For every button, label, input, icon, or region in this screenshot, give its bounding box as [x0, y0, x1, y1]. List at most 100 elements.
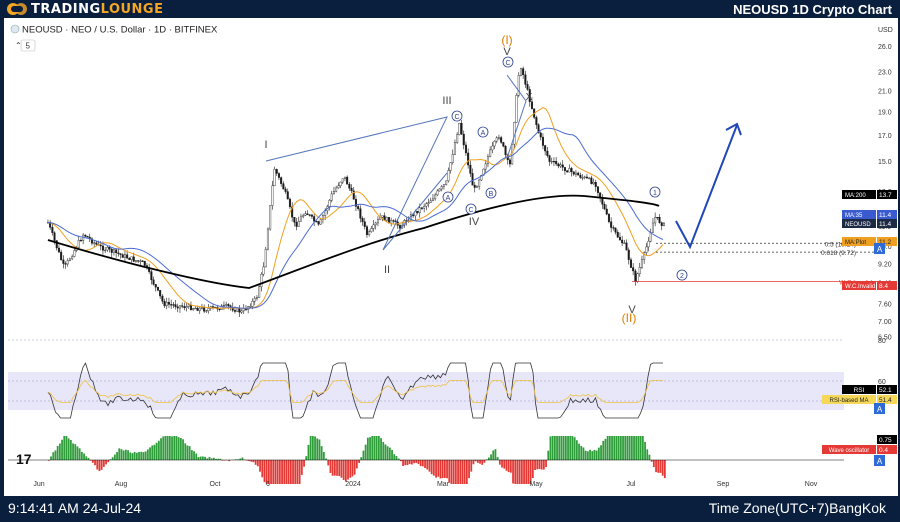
- pane-badge: [874, 403, 885, 414]
- price-candle: [359, 208, 362, 219]
- wave-circle-label: [465, 203, 477, 215]
- bottom-bar: 9:14:41 AM 24-Jul-24 Time Zone(UTC+7)Ban…: [0, 496, 900, 522]
- oscillator-label: Wave oscillator: [829, 448, 869, 454]
- oscillator-bar: [650, 460, 653, 462]
- oscillator-bar: [47, 460, 50, 461]
- oscillator-bar: [655, 460, 657, 473]
- price-candle: [220, 305, 223, 310]
- price-candle: [390, 220, 393, 224]
- oscillator-bar: [536, 460, 539, 470]
- price-candle: [84, 234, 87, 237]
- oscillator-bar: [615, 436, 618, 460]
- oscillator-bar: [305, 456, 308, 460]
- oscillator-bar: [65, 436, 68, 460]
- price-candle: [330, 193, 333, 201]
- oscillator-bar: [635, 436, 638, 460]
- price-candle: [106, 247, 109, 251]
- oscillator-bar: [171, 436, 173, 460]
- oscillator-bar: [355, 460, 358, 469]
- wave-label: C: [468, 207, 473, 214]
- oscillator-bar: [428, 460, 431, 472]
- oscillator-bar: [443, 460, 446, 478]
- price-tick-label: 9.20: [878, 262, 892, 269]
- x-tick-label: May: [529, 481, 543, 488]
- legend-tag-label: MA:Plot: [845, 240, 866, 246]
- price-candle: [181, 305, 184, 307]
- price-candle: [645, 246, 648, 253]
- price-candle: [629, 259, 632, 268]
- wave-label: IV: [469, 216, 480, 228]
- price-candle: [310, 214, 313, 217]
- price-candle: [392, 220, 395, 222]
- price-candle: [297, 221, 300, 227]
- oscillator-bar: [241, 457, 244, 460]
- tradinglounge-logo: TRADINGLOUNGE: [6, 1, 163, 17]
- oscillator-bar: [311, 436, 314, 460]
- oscillator-bar: [353, 460, 356, 475]
- legend-tag: [842, 210, 876, 219]
- oscillator-bar: [661, 460, 664, 476]
- oscillator-bar: [102, 460, 105, 467]
- oscillator-bar: [228, 460, 231, 462]
- x-tick-label: 2024: [345, 481, 361, 488]
- price-candle: [638, 267, 641, 274]
- price-tick-label: 7.60: [878, 302, 892, 309]
- oscillator-bar: [168, 436, 171, 460]
- price-candle: [236, 307, 239, 312]
- wave-label: X: [526, 92, 533, 103]
- pane-badge: [874, 243, 885, 254]
- price-candle: [491, 145, 494, 151]
- price-tag-value: 11.4: [879, 212, 892, 219]
- oscillator-bar: [630, 436, 633, 460]
- oscillator-bar: [201, 456, 204, 460]
- oscillator-bar: [206, 458, 209, 460]
- oscillator-bar: [545, 460, 547, 468]
- wave-circle-label: [451, 110, 463, 122]
- oscillator-bar: [549, 436, 552, 460]
- oscillator-bar: [166, 436, 169, 460]
- oscillator-bar: [602, 440, 605, 460]
- chart-panel[interactable]: USD26.023.021.019.017.015.013.011.010.09…: [4, 18, 898, 496]
- wave-label: V: [503, 46, 511, 58]
- wave-circle-label: [502, 56, 514, 68]
- oscillator-bar: [644, 441, 646, 460]
- price-candle: [134, 260, 137, 262]
- oscillator-bar: [637, 436, 640, 460]
- price-candle: [317, 221, 320, 225]
- oscillator-bar: [492, 450, 495, 460]
- oscillator-bar: [237, 459, 239, 460]
- oscillator-bar: [340, 460, 343, 478]
- price-candle: [568, 168, 571, 173]
- price-candle: [581, 177, 584, 179]
- oscillator-bar: [162, 436, 165, 460]
- oscillator-bar: [384, 444, 387, 460]
- oscillator-bar: [199, 456, 202, 460]
- oscillator-bar: [250, 460, 253, 462]
- oscillator-bar: [272, 460, 275, 484]
- oscillator-value: 0.75: [879, 437, 892, 444]
- price-candle: [126, 254, 129, 259]
- price-candle: [161, 295, 164, 302]
- price-candle: [363, 221, 366, 227]
- price-candle: [255, 297, 258, 299]
- price-candle: [636, 273, 639, 282]
- oscillator-bar: [193, 451, 195, 460]
- price-candle: [339, 181, 342, 187]
- price-candle: [528, 89, 531, 102]
- wave-label: 2: [680, 273, 684, 280]
- oscillator-bar: [373, 436, 376, 460]
- price-candle: [385, 217, 388, 221]
- oscillator-bar: [624, 436, 627, 460]
- oscillator-bar: [421, 460, 424, 467]
- wave-label: (II): [622, 311, 637, 325]
- price-candle: [464, 144, 467, 154]
- price-chart[interactable]: USD26.023.021.019.017.015.013.011.010.09…: [4, 18, 898, 496]
- price-candle: [178, 305, 181, 309]
- price-candle: [376, 219, 379, 224]
- oscillator-bar: [124, 449, 127, 460]
- oscillator-bar: [58, 443, 61, 460]
- price-candle: [249, 306, 252, 308]
- oscillator-bar: [659, 460, 662, 473]
- oscillator-bar: [217, 458, 220, 460]
- oscillator-bar: [597, 447, 600, 460]
